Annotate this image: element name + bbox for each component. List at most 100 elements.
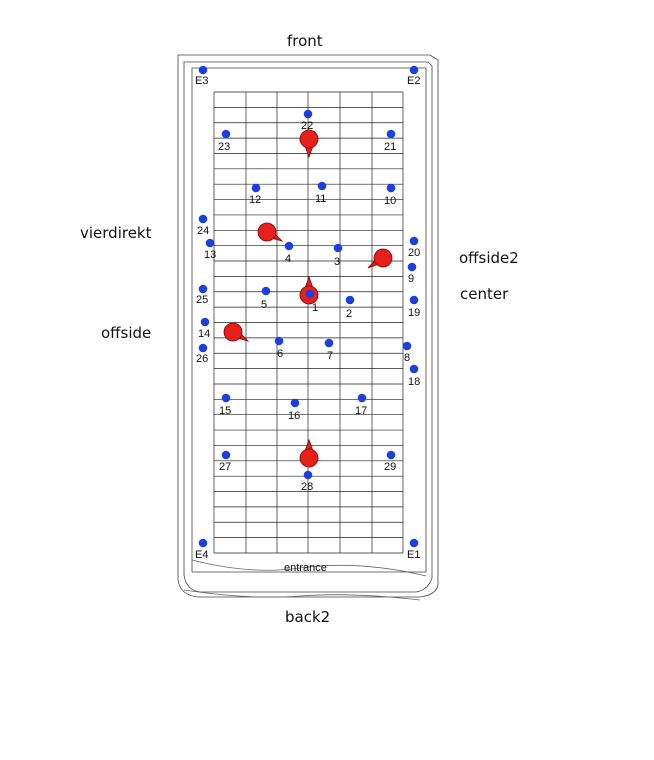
measurement-point: 23 bbox=[218, 129, 231, 153]
measurement-point: 27 bbox=[219, 450, 231, 473]
measurement-point: 12 bbox=[249, 183, 261, 206]
measurement-point: 11 bbox=[315, 181, 327, 205]
point-label: 2 bbox=[346, 308, 352, 320]
label-vierdirekt: vierdirekt bbox=[80, 224, 152, 242]
point-label: E2 bbox=[407, 75, 420, 87]
point-marker bbox=[386, 450, 396, 460]
measurement-point: E1 bbox=[407, 538, 420, 561]
point-label: 22 bbox=[301, 120, 313, 132]
point-marker bbox=[407, 262, 417, 272]
point-label: 26 bbox=[196, 353, 208, 365]
point-label: 10 bbox=[384, 195, 396, 207]
measurement-point: 20 bbox=[408, 236, 420, 259]
measurement-point: 5 bbox=[261, 286, 271, 311]
speakers-layer bbox=[223, 129, 393, 468]
point-label: 6 bbox=[277, 348, 283, 360]
measurement-point: 19 bbox=[408, 295, 420, 319]
point-marker bbox=[303, 470, 313, 480]
point-label: E3 bbox=[195, 75, 208, 87]
point-label: 14 bbox=[198, 328, 210, 340]
measurement-point: 8 bbox=[402, 341, 412, 364]
point-label: 24 bbox=[197, 225, 209, 237]
point-marker bbox=[409, 538, 419, 548]
point-label: 15 bbox=[219, 405, 231, 417]
point-label: 19 bbox=[408, 307, 420, 319]
measurement-point: 22 bbox=[301, 109, 313, 132]
point-marker bbox=[251, 183, 261, 193]
point-label: 28 bbox=[301, 481, 313, 493]
point-marker bbox=[198, 214, 208, 224]
point-marker bbox=[303, 109, 313, 119]
measurement-point: 21 bbox=[384, 129, 396, 153]
measurement-point: 29 bbox=[384, 450, 396, 473]
measurement-point: 3 bbox=[333, 243, 343, 268]
point-marker bbox=[402, 341, 412, 351]
point-marker bbox=[274, 336, 284, 346]
measurement-point: E2 bbox=[407, 65, 420, 87]
room-outline bbox=[177, 54, 439, 601]
point-marker bbox=[357, 393, 367, 403]
point-label: 17 bbox=[355, 405, 367, 417]
point-marker bbox=[221, 450, 231, 460]
measurement-point: 15 bbox=[219, 393, 231, 417]
label-offside2: offside2 bbox=[459, 249, 519, 267]
point-marker bbox=[261, 286, 271, 296]
point-label: 7 bbox=[327, 350, 333, 362]
measurement-point: 16 bbox=[288, 398, 300, 422]
label-front: front bbox=[287, 32, 323, 50]
point-label: 12 bbox=[249, 194, 261, 206]
measurement-point: 26 bbox=[196, 343, 208, 365]
point-label: E4 bbox=[195, 549, 208, 561]
label-center: center bbox=[460, 285, 509, 303]
point-label: E1 bbox=[407, 549, 420, 561]
point-marker bbox=[409, 364, 419, 374]
speaker-front-icon bbox=[299, 129, 319, 159]
point-marker bbox=[200, 317, 210, 327]
measurement-point: 10 bbox=[384, 183, 396, 207]
point-label: 9 bbox=[408, 273, 414, 285]
point-label: 4 bbox=[285, 253, 291, 265]
point-marker bbox=[317, 181, 327, 191]
point-label: 13 bbox=[204, 249, 216, 261]
measurement-point: 13 bbox=[204, 238, 216, 261]
point-marker bbox=[409, 236, 419, 246]
point-marker bbox=[333, 243, 343, 253]
point-marker bbox=[305, 289, 315, 299]
point-marker bbox=[198, 538, 208, 548]
point-marker bbox=[198, 284, 208, 294]
point-marker bbox=[409, 295, 419, 305]
measurement-point: 14 bbox=[198, 317, 210, 340]
measurement-point: 28 bbox=[301, 470, 313, 493]
point-label: 3 bbox=[334, 256, 340, 268]
point-label: 23 bbox=[218, 141, 230, 153]
point-label: 5 bbox=[261, 299, 267, 311]
point-marker bbox=[386, 183, 396, 193]
measurement-point: E4 bbox=[195, 538, 208, 561]
point-label: 29 bbox=[384, 461, 396, 473]
label-back: back2 bbox=[285, 608, 330, 626]
point-label: 18 bbox=[408, 376, 420, 388]
point-label: 8 bbox=[404, 352, 410, 364]
point-marker bbox=[345, 295, 355, 305]
measurement-point: 9 bbox=[407, 262, 417, 285]
point-marker bbox=[221, 393, 231, 403]
measurement-point: 18 bbox=[408, 364, 420, 388]
point-label: 16 bbox=[288, 410, 300, 422]
speaker-back-icon bbox=[299, 438, 319, 468]
point-marker bbox=[284, 241, 294, 251]
point-label: 11 bbox=[315, 193, 326, 205]
measurement-point: 24 bbox=[197, 214, 209, 237]
measurement-point: 2 bbox=[345, 295, 355, 320]
point-marker bbox=[290, 398, 300, 408]
point-marker bbox=[198, 343, 208, 353]
point-marker bbox=[205, 238, 215, 248]
measurement-point: 1 bbox=[305, 289, 318, 314]
point-label: 1 bbox=[312, 302, 318, 314]
speaker-offside2-icon bbox=[367, 248, 393, 269]
point-label: 21 bbox=[384, 141, 396, 153]
measurement-point: 6 bbox=[274, 336, 284, 360]
point-marker bbox=[198, 65, 208, 75]
label-offside: offside bbox=[101, 324, 151, 342]
